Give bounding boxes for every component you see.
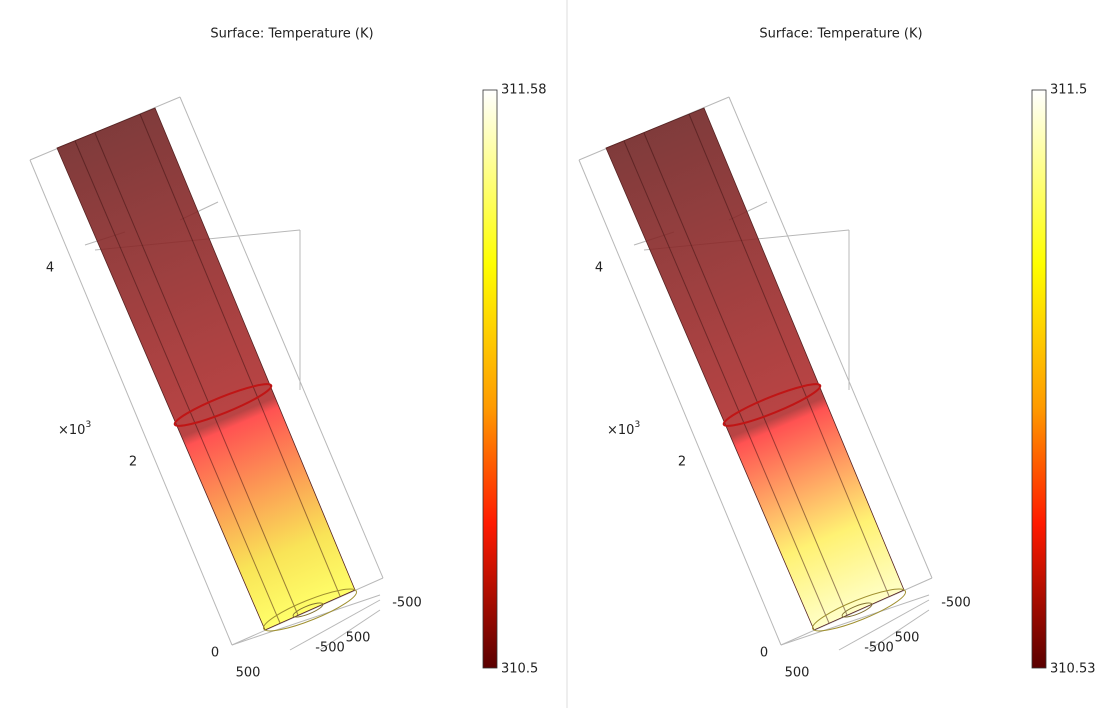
- inner-base: [841, 602, 873, 618]
- bounding-box-edge: [868, 609, 930, 651]
- plot-title: Surface: Temperature (K): [759, 27, 922, 42]
- bounding-box-edge: [780, 594, 930, 646]
- cylinder-edge: [74, 140, 281, 624]
- bounding-box-edge: [29, 159, 233, 646]
- colorbar-min-label: 310.53: [1050, 662, 1096, 677]
- bounding-box-edge: [728, 96, 933, 579]
- xy-tick-label: -500: [392, 596, 422, 611]
- colorbar-max-label: 311.58: [501, 83, 547, 98]
- colorbar-min-label: 310.5: [501, 662, 538, 677]
- plot-panel: Surface: Temperature (K)420×103500-50050…: [578, 27, 1096, 681]
- xy-tick-label: 500: [346, 631, 371, 646]
- interface-ring: [173, 383, 273, 427]
- z-tick-label: 0: [760, 646, 768, 661]
- xy-tick-label: -500: [315, 641, 345, 656]
- xy-tick-label: 500: [895, 631, 920, 646]
- z-tick-label: 2: [129, 455, 137, 470]
- colorbar-max-label: 311.5: [1050, 83, 1087, 98]
- bounding-box-edge: [231, 594, 381, 646]
- bounding-box-edge: [838, 599, 930, 651]
- plot-panel: Surface: Temperature (K)420×103500-50050…: [29, 27, 547, 681]
- multiplier-base: ×10: [58, 423, 85, 438]
- bounding-box-edge: [179, 96, 384, 579]
- bounding-box-edge: [289, 599, 381, 651]
- cylinder-edge: [688, 113, 890, 597]
- plot-title: Surface: Temperature (K): [210, 27, 373, 42]
- cylinder-edge: [94, 132, 299, 616]
- interface-ring: [722, 383, 822, 427]
- z-tick-label: 4: [46, 261, 54, 276]
- axis-multiplier: ×103: [607, 420, 640, 438]
- multiplier-base: ×10: [607, 423, 634, 438]
- xy-tick-label: 500: [785, 666, 810, 681]
- z-tick-label: 2: [678, 455, 686, 470]
- xy-tick-label: -500: [864, 641, 894, 656]
- cylinder-edge: [139, 113, 341, 597]
- multiplier-exponent: 3: [634, 420, 640, 430]
- z-tick-label: 0: [211, 646, 219, 661]
- bounding-box-edge: [319, 609, 381, 651]
- cylinder-edge: [643, 132, 848, 616]
- z-tick-label: 4: [595, 261, 603, 276]
- cylinder-base: [262, 588, 358, 632]
- colorbar: [482, 89, 498, 669]
- colorbar: [1031, 89, 1047, 669]
- cylinder-edge: [623, 140, 830, 624]
- xy-tick-label: -500: [941, 596, 971, 611]
- axis-multiplier: ×103: [58, 420, 91, 438]
- cylinder-surface: [56, 107, 356, 631]
- inner-base: [292, 602, 324, 618]
- multiplier-exponent: 3: [85, 420, 91, 430]
- bounding-box-edge: [578, 159, 782, 646]
- cylinder-surface: [605, 107, 905, 631]
- xy-tick-label: 500: [236, 666, 261, 681]
- cylinder-base: [811, 588, 907, 632]
